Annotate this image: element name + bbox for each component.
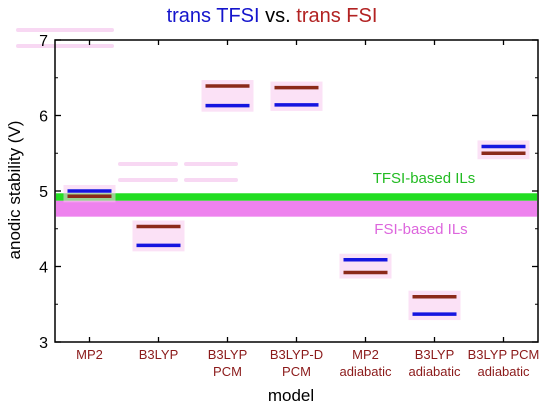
reference-band: [56, 193, 537, 201]
x-tick-label: adiabatic: [477, 364, 530, 379]
mark-highlight: [477, 140, 530, 160]
x-tick-label: B3LYP-D: [270, 347, 323, 362]
y-tick-label: 4: [39, 260, 48, 277]
x-tick-label: B3LYP: [208, 347, 248, 362]
reference-bands: TFSI-based ILs FSI-based ILs: [56, 170, 537, 238]
mark-highlight: [339, 253, 392, 279]
x-axis: MP2 B3LYP B3LYP PCM B3LYP-D PCM MP2 adiabatic B3…: [76, 40, 539, 379]
y-tick-label: 6: [39, 109, 48, 126]
chart-title-part: trans FSI: [296, 5, 377, 27]
y-axis: 3 4 5 6 7: [39, 33, 538, 352]
y-tick-label: 3: [39, 335, 48, 352]
y-tick-label: 5: [39, 184, 48, 201]
y-axis-title: anodic stability (V): [5, 121, 24, 260]
ghost-marks: [16, 28, 238, 182]
chart-title-part: vs.: [260, 5, 297, 27]
x-tick-label: PCM: [213, 364, 242, 379]
x-axis-title: model: [268, 386, 314, 405]
data-marks: [63, 80, 530, 321]
x-tick-label: B3LYP: [415, 347, 455, 362]
chart-title-part: trans TFSI: [167, 5, 260, 27]
x-tick-label: PCM: [282, 364, 311, 379]
x-tick-label: MP2: [76, 347, 103, 362]
band-label: TFSI-based ILs: [373, 170, 476, 187]
chart-title: trans TFSI vs. trans FSI: [167, 5, 378, 27]
x-tick-label: B3LYP PCM: [468, 347, 540, 362]
reference-band: [56, 200, 537, 217]
mark-highlight: [63, 185, 116, 203]
x-tick-label: adiabatic: [339, 364, 392, 379]
band-label: FSI-based ILs: [374, 221, 467, 238]
x-tick-label: B3LYP: [139, 347, 179, 362]
x-tick-label: adiabatic: [408, 364, 461, 379]
x-tick-label: MP2: [352, 347, 379, 362]
y-tick-label: 7: [39, 33, 48, 50]
